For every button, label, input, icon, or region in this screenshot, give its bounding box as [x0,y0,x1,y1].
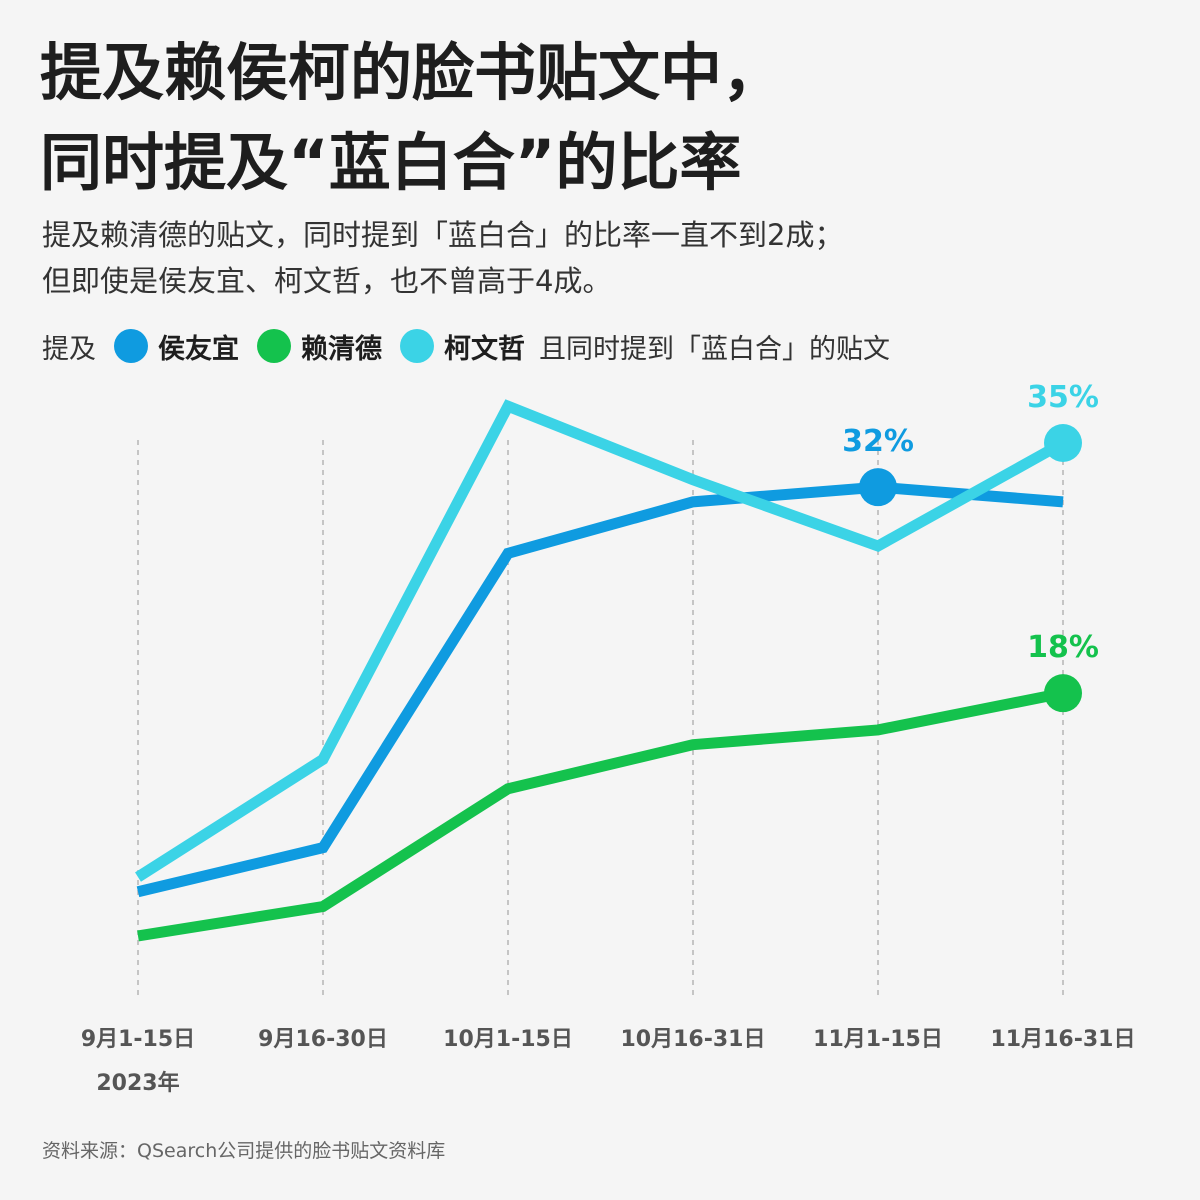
data-label-ko: 35% [1027,380,1099,415]
legend-suffix: 且同时提到「蓝白合」的贴文 [539,333,890,365]
x-tick-label: 10月16-31日 [621,1027,766,1052]
x-tick-label: 10月1-15日 [443,1027,573,1052]
chart-title: 提及赖侯柯的脸书贴文中， 同时提及“蓝白合”的比率 [40,28,1160,208]
data-label-hou: 32% [842,424,914,459]
title-line-1: 提及赖侯柯的脸书贴文中， [40,36,785,109]
subtitle-line-1: 提及赖清德的贴文，同时提到「蓝白合」的比率一直不到2成； [42,218,844,252]
legend-label-hou: 侯友宜 [158,333,239,365]
x-tick-label: 9月1-15日 [81,1027,195,1052]
series-line-hou [136,481,1064,898]
data-label-lai: 18% [1027,630,1099,665]
legend-label-lai: 赖清德 [301,333,382,365]
subtitle-line-2: 但即使是侯友宜、柯文哲，也不曾高于4成。 [42,264,612,298]
source-note: 资料来源：QSearch公司提供的脸书贴文资料库 [42,1140,446,1162]
legend-dot-ko [400,329,434,363]
series-line-lai [137,687,1065,942]
legend-label-ko: 柯文哲 [444,333,525,365]
highlight-point-ko [1044,424,1082,462]
x-tick-label: 11月1-15日 [813,1027,943,1052]
legend-prefix: 提及 [42,333,96,365]
highlight-point-lai [1044,674,1082,713]
x-tick-label: 11月16-31日 [991,1027,1136,1052]
series-line-ko [135,399,1066,882]
legend: 提及 侯友宜 赖清德 柯文哲 且同时提到「蓝白合」的贴文 [42,324,890,368]
x-axis-year-label: 2023年 [96,1070,179,1096]
chart-subtitle: 提及赖清德的贴文，同时提到「蓝白合」的比率一直不到2成； 但即使是侯友宜、柯文哲… [42,212,1162,304]
title-line-2: 同时提及“蓝白合”的比率 [40,126,742,199]
highlight-point-hou [859,468,897,507]
legend-dot-lai [257,329,291,363]
x-tick-label: 9月16-30日 [258,1027,388,1052]
legend-dot-hou [114,329,148,363]
